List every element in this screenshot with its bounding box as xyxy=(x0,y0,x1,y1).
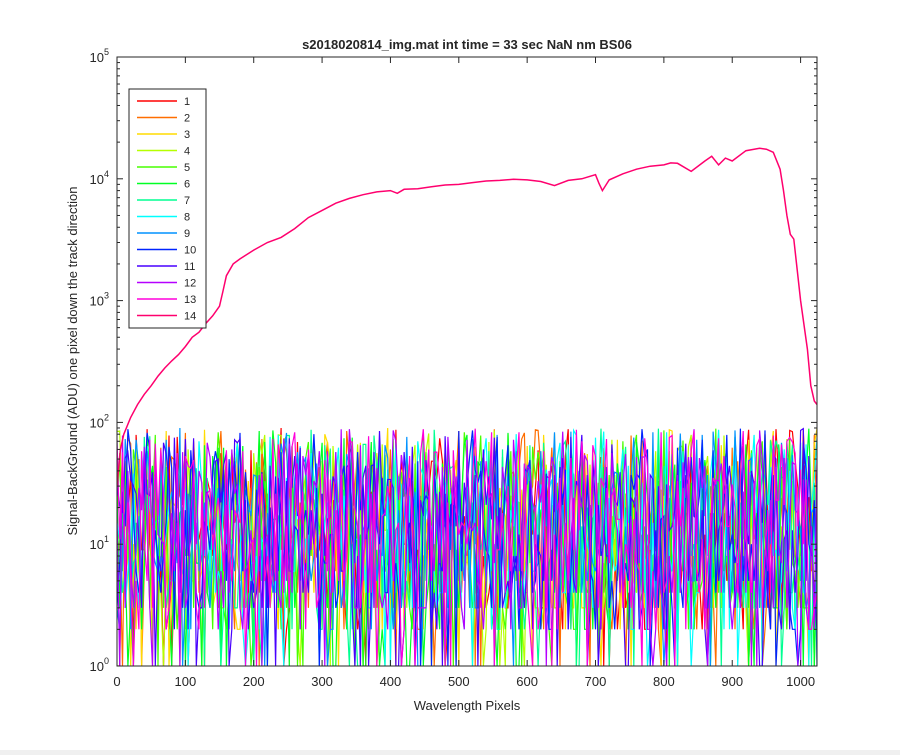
y-tick-label: 105 xyxy=(90,47,109,65)
x-tick-label: 0 xyxy=(113,674,120,689)
y-tick-exponent: 3 xyxy=(104,291,109,301)
x-tick-label: 100 xyxy=(175,674,197,689)
x-tick-label: 600 xyxy=(516,674,538,689)
series-line-12 xyxy=(117,429,817,666)
x-tick-label: 300 xyxy=(311,674,333,689)
x-tick-label: 900 xyxy=(721,674,743,689)
legend-label-2: 2 xyxy=(184,113,190,125)
legend-label-8: 8 xyxy=(184,212,190,224)
legend-label-3: 3 xyxy=(184,129,190,141)
x-tick-label: 400 xyxy=(380,674,402,689)
legend-label-9: 9 xyxy=(184,228,190,240)
y-tick-label: 104 xyxy=(90,169,109,187)
legend-label-4: 4 xyxy=(184,146,190,158)
series-line-14 xyxy=(117,147,817,487)
y-tick-exponent: 5 xyxy=(104,47,109,57)
legend-label-14: 14 xyxy=(184,311,196,323)
y-tick-label: 102 xyxy=(90,412,109,430)
series-line-11 xyxy=(117,427,817,666)
legend-label-13: 13 xyxy=(184,294,196,306)
legend-label-12: 12 xyxy=(184,278,196,290)
x-tick-label: 800 xyxy=(653,674,675,689)
legend-label-6: 6 xyxy=(184,179,190,191)
x-axis-ticks: 0 100 200 300 400 500 600 700 800 900 1000 xyxy=(113,57,815,689)
y-tick-exponent: 1 xyxy=(104,534,109,544)
legend-label-1: 1 xyxy=(184,96,190,108)
x-tick-label: 200 xyxy=(243,674,265,689)
y-tick-label: 101 xyxy=(90,534,109,552)
x-axis-label: Wavelength Pixels xyxy=(414,698,521,713)
y-tick-exponent: 0 xyxy=(104,656,109,666)
noise-layer xyxy=(117,427,817,666)
series-layer xyxy=(117,147,817,487)
axes-box xyxy=(116,56,818,667)
chart-title: s2018020814_img.mat int time = 33 sec Na… xyxy=(302,37,632,52)
legend-box xyxy=(128,88,207,329)
x-tick-label: 1000 xyxy=(786,674,815,689)
y-tick-exponent: 2 xyxy=(104,412,109,422)
legend-label-7: 7 xyxy=(184,195,190,207)
legend-label-10: 10 xyxy=(184,245,196,257)
y-tick-exponent: 4 xyxy=(104,169,109,179)
legend-label-5: 5 xyxy=(184,162,190,174)
legend-label-11: 11 xyxy=(184,261,195,273)
x-tick-label: 500 xyxy=(448,674,470,689)
y-tick-label: 100 xyxy=(90,656,109,674)
y-tick-label: 103 xyxy=(90,291,109,309)
x-tick-label: 700 xyxy=(585,674,607,689)
y-axis-label: Signal-BackGround (ADU) one pixel down t… xyxy=(65,186,80,535)
series-line-13 xyxy=(117,428,817,666)
